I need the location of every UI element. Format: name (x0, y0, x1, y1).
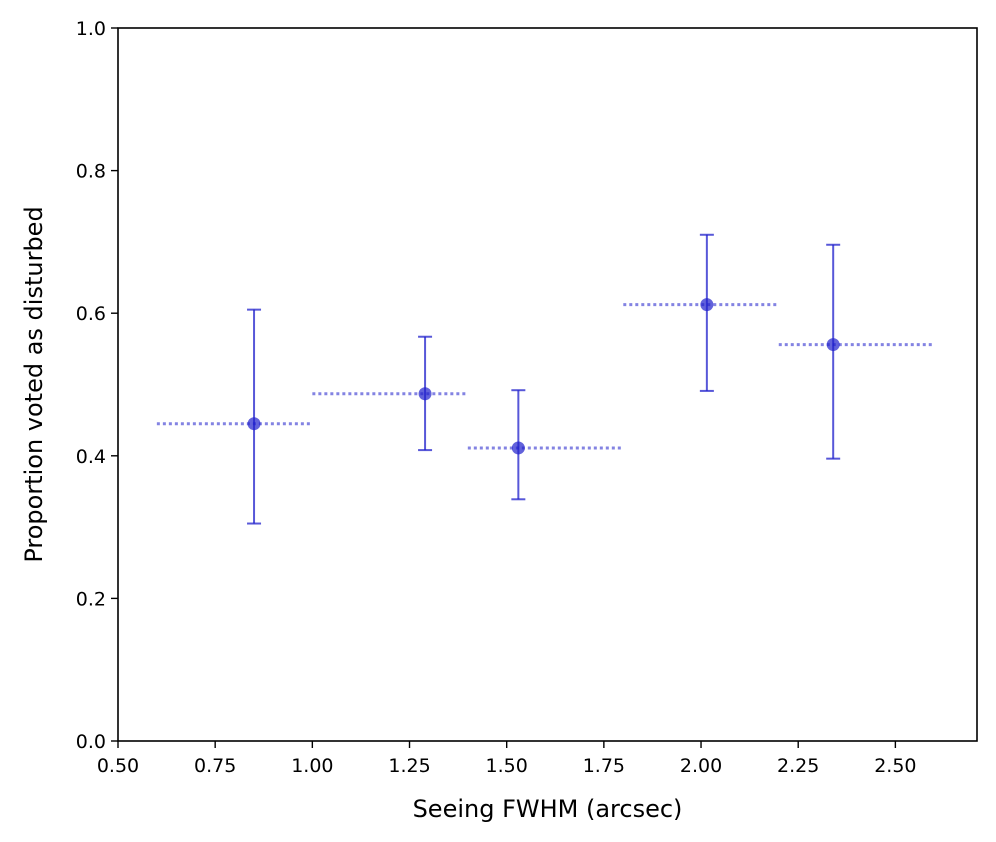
y-tick-label: 0.8 (76, 161, 106, 183)
x-tick-label: 1.25 (388, 755, 430, 777)
plot-area (156, 233, 935, 525)
data-point (418, 387, 432, 401)
y-tick-label: 0.2 (76, 588, 106, 610)
error-bars (247, 233, 841, 525)
x-tick-label: 1.50 (486, 755, 528, 777)
x-tick-label: 2.50 (874, 755, 916, 777)
x-tick-label: 2.00 (680, 755, 722, 777)
data-points (247, 298, 840, 455)
data-point (826, 338, 840, 352)
data-point (511, 441, 525, 455)
x-tick-label: 0.50 (97, 755, 139, 777)
y-tick-label: 0.0 (76, 731, 106, 753)
y-axis-title: Proportion voted as disturbed (20, 206, 48, 562)
x-tick-label: 1.75 (583, 755, 625, 777)
x-axis-ticks: 0.50 0.75 1.00 1.25 1.50 1.75 2.00 2.25 2.50 (97, 741, 917, 777)
x-tick-label: 0.75 (194, 755, 236, 777)
y-tick-label: 1.0 (76, 18, 106, 40)
data-point (700, 298, 714, 312)
data-point (247, 417, 261, 431)
x-tick-label: 2.25 (777, 755, 819, 777)
x-tick-label: 1.00 (291, 755, 333, 777)
axes-frame (117, 27, 978, 742)
y-tick-label: 0.4 (76, 446, 106, 468)
y-tick-label: 0.6 (76, 303, 106, 325)
y-axis-ticks: 0.0 0.2 0.4 0.6 0.8 1.0 (76, 18, 118, 753)
bin-width-lines (156, 303, 935, 450)
x-axis-title: Seeing FWHM (arcsec) (413, 795, 683, 823)
